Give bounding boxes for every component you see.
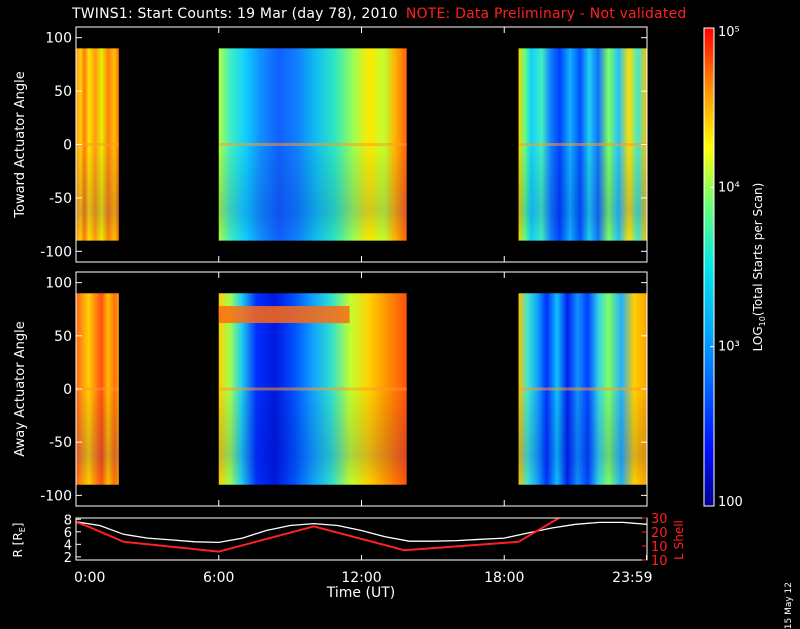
- ytick-label-1-3: -50: [49, 191, 72, 207]
- colorbar-label: LOG10(Total Starts per Scan): [751, 183, 767, 352]
- cbar-tick-label-3: 10⁵: [718, 25, 740, 40]
- heatmap-panel-1: 100 50 0 -50 -100 Toward Actuator Angle: [13, 26, 648, 263]
- ytick-label-2-4: -100: [40, 488, 72, 504]
- orbit-xtick-label-1: 6:00: [203, 570, 234, 586]
- orbit-series-2: [76, 518, 560, 553]
- orbit-series-1: [76, 521, 647, 544]
- ytick-label-2-1: 50: [54, 329, 72, 345]
- colorbar-label-rest: (Total Starts per Scan): [751, 183, 765, 317]
- hot-band: [218, 306, 350, 324]
- ytick-label-1-4: -100: [40, 244, 72, 260]
- orbit-ytick-label-left-1: 4: [64, 538, 72, 553]
- colorbar: 100 10³ 10⁴ 10⁵ LOG10(Total Starts per Scan): [703, 25, 767, 510]
- orbit-ytick-label-right-3: 30: [651, 512, 668, 527]
- date-stamp: 15 May 12: [784, 582, 794, 629]
- orbit-ytick-label-right-1: 10: [651, 540, 668, 555]
- orbit-ytick-label-left-0: 2: [64, 551, 72, 566]
- orbit-xtick-label-2: 12:00: [341, 570, 381, 586]
- ylabel-1: Toward Actuator Angle: [13, 71, 28, 218]
- orbit-xtick-label-0: 0:00: [74, 570, 105, 586]
- orbit-ytick-label-right-0: 10: [651, 554, 668, 569]
- zero-angle-stripe-2-1: [76, 387, 119, 391]
- colorbar-frame: [703, 27, 715, 507]
- ytick-label-1-0: 100: [45, 31, 72, 47]
- zero-angle-stripe-2-3: [518, 387, 647, 391]
- orbit-ytick-label-left-2: 6: [64, 526, 72, 541]
- orbit-ylabel-left-sub: E: [18, 527, 27, 532]
- zero-angle-stripe-2-2: [218, 387, 407, 391]
- orbit-xtick-label-3: 18:00: [484, 570, 524, 586]
- preliminary-note: NOTE: Data Preliminary - Not validated: [405, 6, 687, 22]
- orbit-xlabel: Time (UT): [326, 585, 395, 600]
- zero-angle-stripe-1-1: [76, 143, 119, 146]
- cbar-tick-label-1: 10³: [718, 340, 740, 355]
- cbar-tick-label-2: 10⁴: [718, 180, 740, 195]
- colorbar-gradient: [704, 28, 714, 506]
- orbit-ylabel-left-end: ]: [11, 523, 25, 528]
- ytick-label-2-2: 0: [63, 382, 72, 398]
- ytick-label-1-2: 0: [63, 138, 72, 154]
- orbit-ylabel-right: L Shell: [672, 520, 686, 560]
- chart-title: TWINS1: Start Counts: 19 Mar (day 78), 2…: [72, 6, 686, 22]
- orbit-ytick-label-left-3: 8: [64, 513, 72, 528]
- colorbar-label-main: LOG: [751, 326, 765, 351]
- cbar-tick-label-0: 100: [718, 495, 743, 510]
- title-text: TWINS1: Start Counts: 19 Mar (day 78), 2…: [72, 6, 398, 22]
- ytick-label-2-0: 100: [45, 276, 72, 292]
- heatmap-panel-2: 100 50 0 -50 -100 Away Actuator Angle: [13, 271, 648, 507]
- orbit-ytick-label-right-2: 20: [651, 526, 668, 541]
- colorbar-label-sub: 10: [758, 316, 767, 326]
- orbit-ylabel-left-main: R [R: [11, 532, 25, 557]
- ytick-label-1-1: 50: [54, 84, 72, 100]
- ytick-label-2-3: -50: [49, 435, 72, 451]
- orbit-ylabel-left: R [RE]: [11, 523, 27, 558]
- zero-angle-stripe-1-3: [518, 143, 647, 146]
- ylabel-2: Away Actuator Angle: [13, 321, 28, 456]
- zero-angle-stripe-1-2: [218, 143, 407, 146]
- orbit-xtick-label-4: 23:59: [612, 570, 652, 586]
